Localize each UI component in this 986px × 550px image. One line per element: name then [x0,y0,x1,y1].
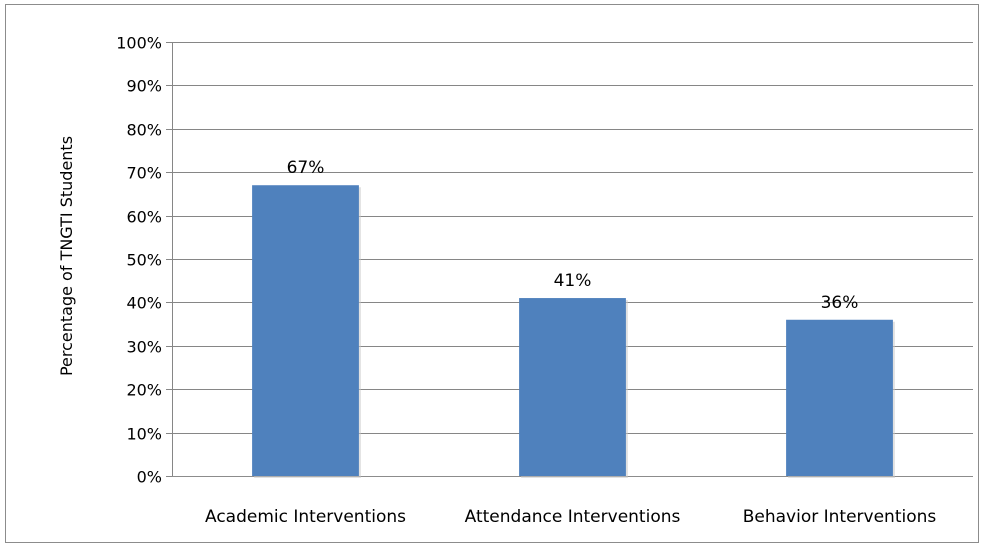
x-category-label: Academic Interventions [205,507,406,527]
y-tick-label: 40% [126,294,162,313]
y-tick-label: 0% [137,468,162,487]
bar [786,319,893,476]
y-tick-label: 50% [126,251,162,270]
y-tick-label: 90% [126,77,162,96]
y-tick-label: 70% [126,164,162,183]
data-labels: 67% 41% 36% [287,158,859,313]
y-tick-label: 20% [126,381,162,400]
x-axis-categories: Academic Interventions Attendance Interve… [205,507,936,527]
bar-value-label: 41% [554,271,592,291]
bars [252,185,895,478]
bar [519,298,626,476]
bar [252,185,359,476]
y-tick-label: 30% [126,338,162,357]
bar-value-label: 67% [287,158,325,178]
y-tick-label: 10% [126,425,162,444]
bar-value-label: 36% [821,293,859,313]
y-tick-label: 60% [126,208,162,227]
y-tick-label: 80% [126,121,162,140]
x-category-label: Behavior Interventions [743,507,937,527]
y-tick-label: 100% [116,34,162,53]
y-axis-ticks: 0% 10% 20% 30% 40% 50% 60% 70% 80% 90% 100% [116,34,162,487]
x-category-label: Attendance Interventions [465,507,681,527]
y-axis-title: Percentage of TNGTI Students [57,136,76,376]
